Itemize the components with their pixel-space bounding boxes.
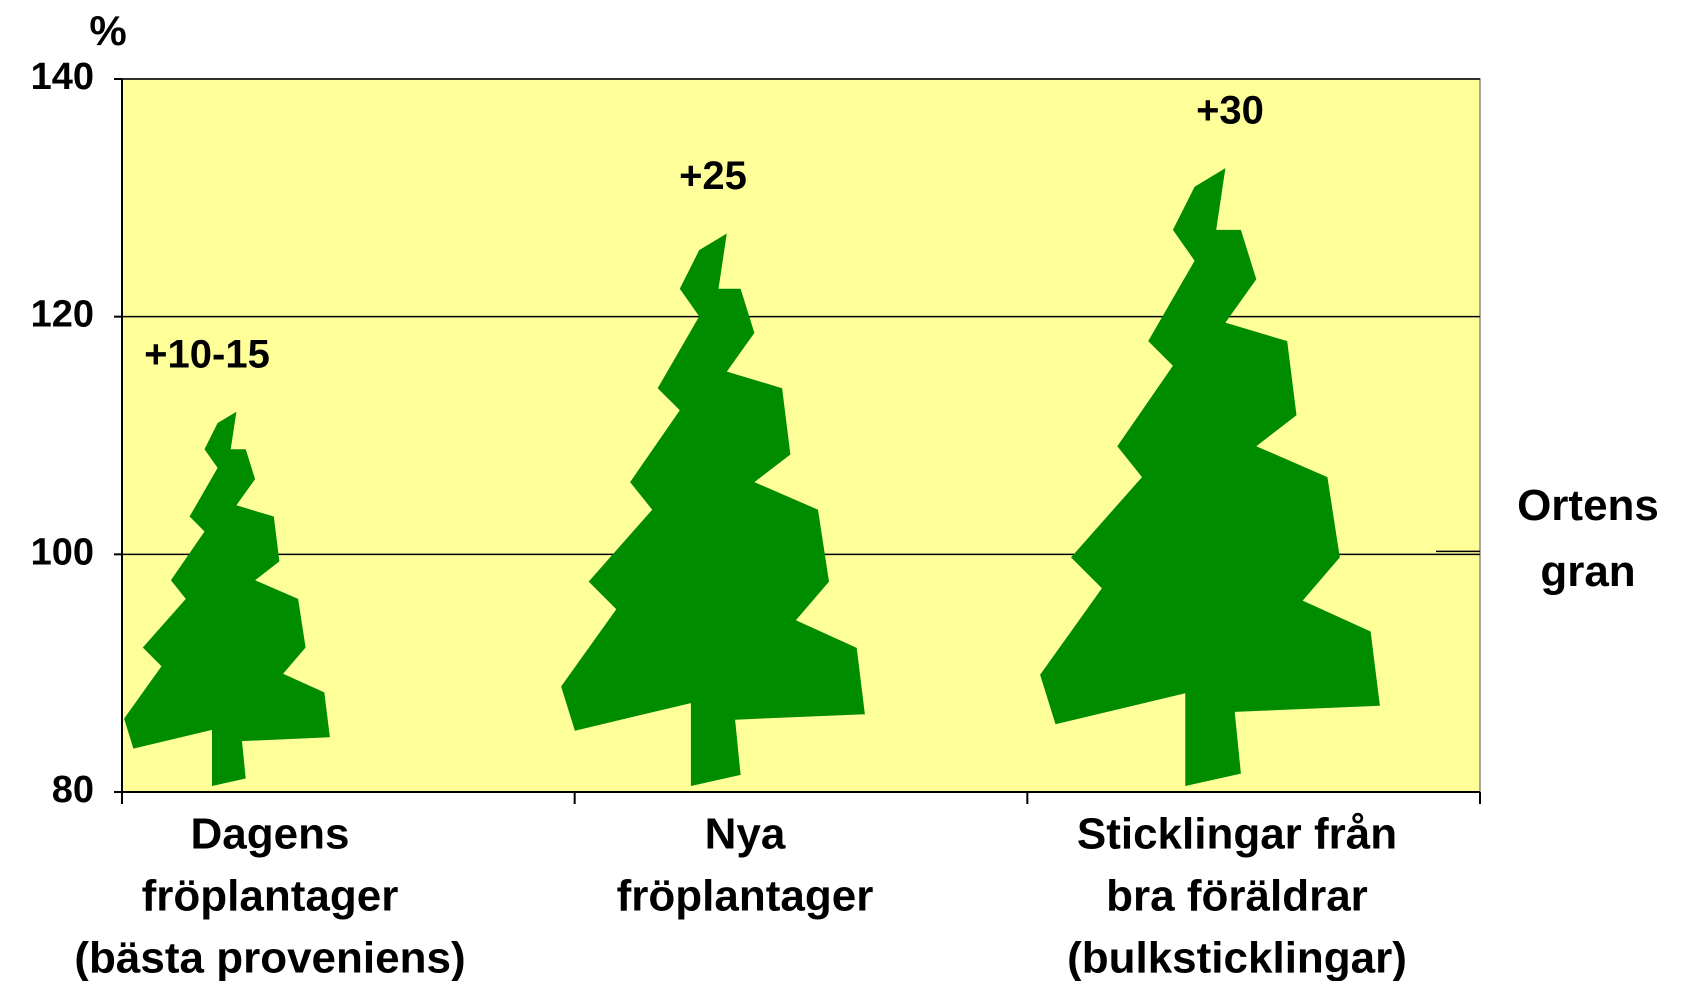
annotation: +30 — [1196, 89, 1264, 133]
x-tick-label: Dagens — [191, 810, 350, 859]
y-tick-label: 140 — [31, 56, 94, 98]
y-tick-label: 80 — [52, 769, 94, 811]
x-tick-label: Sticklingar från — [1077, 810, 1397, 859]
y-tick-label: 120 — [31, 294, 94, 336]
x-tick-label: Nya — [705, 810, 786, 859]
y-axis-label: % — [89, 7, 126, 54]
reference-label: gran — [1540, 547, 1635, 596]
x-tick-label: fröplantager — [142, 872, 399, 921]
x-tick-label: (bästa proveniens) — [74, 934, 465, 981]
annotation: +25 — [679, 154, 747, 198]
chart: % 80 100 120 140 +10-15 Dagens fröplantager (bä… — [0, 0, 1685, 981]
y-tick-label: 100 — [31, 531, 94, 573]
x-tick-label: fröplantager — [617, 872, 874, 921]
annotation: +10-15 — [144, 332, 270, 376]
x-tick-label: (bulksticklingar) — [1067, 934, 1407, 981]
reference-label: Ortens — [1517, 481, 1659, 530]
x-tick-label: bra föräldrar — [1106, 872, 1368, 921]
